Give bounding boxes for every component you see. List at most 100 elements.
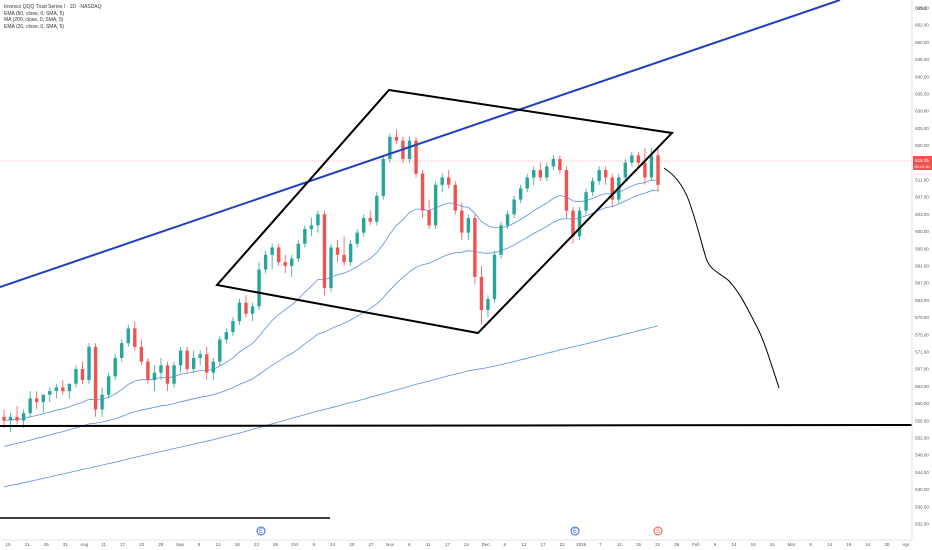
x-tick-label: 9: [714, 542, 717, 547]
candle-body: [538, 170, 542, 178]
candle-up: [159, 357, 163, 381]
x-tick-label: 21: [655, 542, 661, 547]
y-tick-label: 603.00: [915, 212, 929, 217]
candle-up: [106, 372, 111, 399]
candle-up: [67, 383, 72, 399]
chart-legend: Invesco QQQ Trust Series I · 1D · NASDAQ…: [4, 4, 102, 30]
x-tick-label: 17: [120, 542, 126, 547]
x-tick-label: Aug: [80, 542, 89, 547]
candle-up: [224, 328, 229, 344]
y-tick-label: 625.00: [915, 126, 929, 131]
y-tick-label: 536.00: [915, 504, 929, 509]
y-tick-label: 646.00: [915, 57, 929, 62]
projection-path[interactable]: [663, 167, 780, 389]
candle-body: [218, 339, 222, 362]
candle-up: [355, 229, 359, 248]
candle-body: [630, 155, 634, 163]
indicator-ema50[interactable]: EMA (50, close, 0, SMA, 5): [4, 10, 65, 17]
candle-body: [623, 162, 627, 178]
y-tick-label: 630.00: [915, 109, 929, 114]
x-tick-label: 6: [408, 542, 411, 547]
price-tag-countdown: 05:10:30: [914, 164, 930, 169]
candle-down: [571, 206, 575, 244]
candle-body: [610, 177, 614, 200]
indicator-ema20[interactable]: EMA (20, close, 0, SMA, 5): [4, 23, 65, 30]
candle-down: [427, 199, 431, 230]
candle-up: [551, 155, 556, 171]
trendline-blue[interactable]: [0, 0, 841, 288]
candle-up: [54, 383, 59, 399]
candle-body: [120, 343, 124, 358]
x-tick-label: Feb: [692, 542, 700, 547]
candle-up: [577, 206, 582, 241]
candle-body: [342, 254, 346, 263]
y-tick-label: 556.00: [915, 418, 929, 423]
symbol-title[interactable]: Invesco QQQ Trust Series I · 1D · NASDAQ: [4, 4, 102, 10]
candle-up: [178, 346, 183, 373]
candle-body: [106, 376, 111, 395]
candle-up: [407, 136, 412, 163]
candle-down: [283, 254, 287, 274]
candle-down: [205, 346, 209, 381]
candle-down: [93, 343, 98, 417]
candle-down: [420, 170, 425, 218]
support-line[interactable]: [0, 424, 913, 427]
candle-body: [205, 354, 209, 373]
x-tick-label: 9: [312, 542, 315, 547]
earnings-marker[interactable]: E: [570, 526, 580, 536]
x-tick-label: 22: [560, 542, 566, 547]
candle-body: [440, 177, 444, 185]
svg-text:S: S: [656, 529, 660, 535]
candle-body: [296, 243, 300, 259]
earnings-marker[interactable]: E: [256, 526, 266, 536]
candle-body: [362, 217, 366, 233]
candle-body: [558, 159, 562, 171]
candle-body: [178, 350, 183, 366]
candle-body: [263, 254, 268, 270]
candle-body: [113, 357, 117, 377]
candle-body: [505, 214, 510, 226]
candle-up: [433, 181, 438, 230]
candle-down: [15, 405, 19, 425]
candle-up: [505, 210, 510, 230]
y-tick-label: 552.00: [915, 436, 929, 441]
price-axis[interactable]: 665.00 662.00 650.00 646.00 640.00 635.00 630.…: [911, 0, 929, 540]
candle-body: [433, 184, 438, 226]
candle-up: [492, 251, 497, 303]
x-tick-label: Dec: [482, 542, 491, 547]
rhombus-pattern[interactable]: [215, 88, 675, 335]
candle-up: [126, 324, 130, 347]
candle-body: [329, 247, 333, 288]
x-tick-label: 17: [445, 542, 451, 547]
candle-body: [597, 170, 601, 182]
x-tick-label: 27: [369, 542, 375, 547]
candle-down: [139, 339, 144, 366]
candle-body: [414, 140, 418, 174]
candle-body: [35, 398, 39, 403]
y-tick-label: 579.00: [915, 315, 929, 320]
candle-body: [590, 181, 595, 193]
y-tick-label: 532.00: [915, 522, 929, 527]
candle-up: [440, 173, 444, 193]
indicator-ma200[interactable]: MA (200, close, 0, SMA, 5): [4, 17, 64, 23]
candle-body: [649, 155, 654, 178]
y-tick-label: 600.00: [915, 229, 929, 234]
x-tick-label: 17: [540, 542, 546, 547]
time-axis[interactable]: 15 21 26 31 Aug 11 17 22 28 Sep 8 12 18 23 29 Oct 9 14 20 2…: [0, 539, 912, 547]
price-tag: 619.35 05:10:30: [913, 156, 932, 170]
candle-body: [571, 210, 575, 237]
y-tick-label: 635.00: [915, 92, 929, 97]
x-tick-label: 9: [809, 542, 812, 547]
candle-up: [309, 217, 314, 237]
candle-body: [100, 394, 104, 410]
candle-body: [133, 328, 137, 347]
candle-body: [211, 361, 215, 373]
candle-down: [61, 380, 65, 395]
split-marker[interactable]: S: [653, 526, 663, 536]
candle-body: [375, 195, 379, 222]
candle-body: [80, 368, 85, 381]
x-tick-label: Mar: [787, 542, 795, 547]
x-tick-label: 23: [254, 542, 260, 547]
candle-body: [198, 354, 202, 358]
